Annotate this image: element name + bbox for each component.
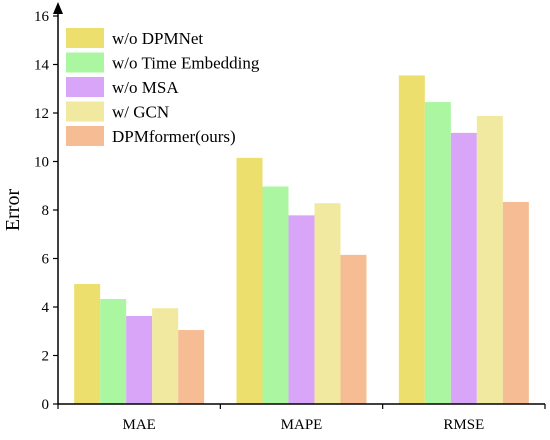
bar-mae-1 xyxy=(74,283,101,404)
y-tick-label: 16 xyxy=(34,9,50,25)
x-tick-label: MAE xyxy=(122,417,155,433)
legend-swatch-5 xyxy=(66,126,104,146)
bar-mae-2 xyxy=(100,298,127,404)
bar-rmse-1 xyxy=(398,75,425,404)
legend-swatch-3 xyxy=(66,77,104,97)
bar-mape-5 xyxy=(340,254,367,404)
legend-swatch-2 xyxy=(66,52,104,73)
x-tick-label: MAPE xyxy=(281,417,323,433)
legend-label-1: w/o DPMNet xyxy=(112,29,203,48)
legend-swatch-4 xyxy=(66,101,104,122)
bar-mae-4 xyxy=(152,308,179,404)
bar-mape-1 xyxy=(236,157,263,404)
y-tick-label: 2 xyxy=(42,349,50,365)
bars-layer xyxy=(74,75,529,405)
legend-swatch-1 xyxy=(66,28,104,48)
y-tick-label: 12 xyxy=(34,106,49,122)
axes-layer: 0 2 4 6 8 10 12 14 16 MAE MAPE RMSE xyxy=(34,2,546,433)
y-tick-label: 8 xyxy=(42,203,50,219)
legend-label-3: w/o MSA xyxy=(112,78,179,97)
y-tick-label: 0 xyxy=(42,397,50,413)
legend-label-2: w/o Time Embedding xyxy=(112,54,260,73)
legend-label-5: DPMformer(ours) xyxy=(112,127,236,146)
y-tick-label: 4 xyxy=(42,300,50,316)
x-tick-label: RMSE xyxy=(443,417,484,433)
bar-rmse-4 xyxy=(476,115,503,404)
y-axis-arrow xyxy=(53,2,63,14)
bar-rmse-2 xyxy=(424,102,451,405)
y-tick-label: 6 xyxy=(42,252,50,268)
bar-rmse-5 xyxy=(502,201,529,404)
bar-mae-5 xyxy=(178,330,205,404)
bar-mape-4 xyxy=(314,203,341,404)
legend-label-4: w/ GCN xyxy=(112,103,169,122)
bar-rmse-3 xyxy=(450,132,477,404)
y-tick-label: 10 xyxy=(34,155,49,171)
y-axis-label: Error xyxy=(2,189,24,232)
y-tick-label: 14 xyxy=(34,58,50,74)
legend: w/o DPMNet w/o Time Embedding w/o MSA w/ GC… xyxy=(66,28,260,146)
bar-mape-3 xyxy=(288,215,315,404)
bar-mae-3 xyxy=(126,315,153,404)
bar-mape-2 xyxy=(262,186,289,404)
